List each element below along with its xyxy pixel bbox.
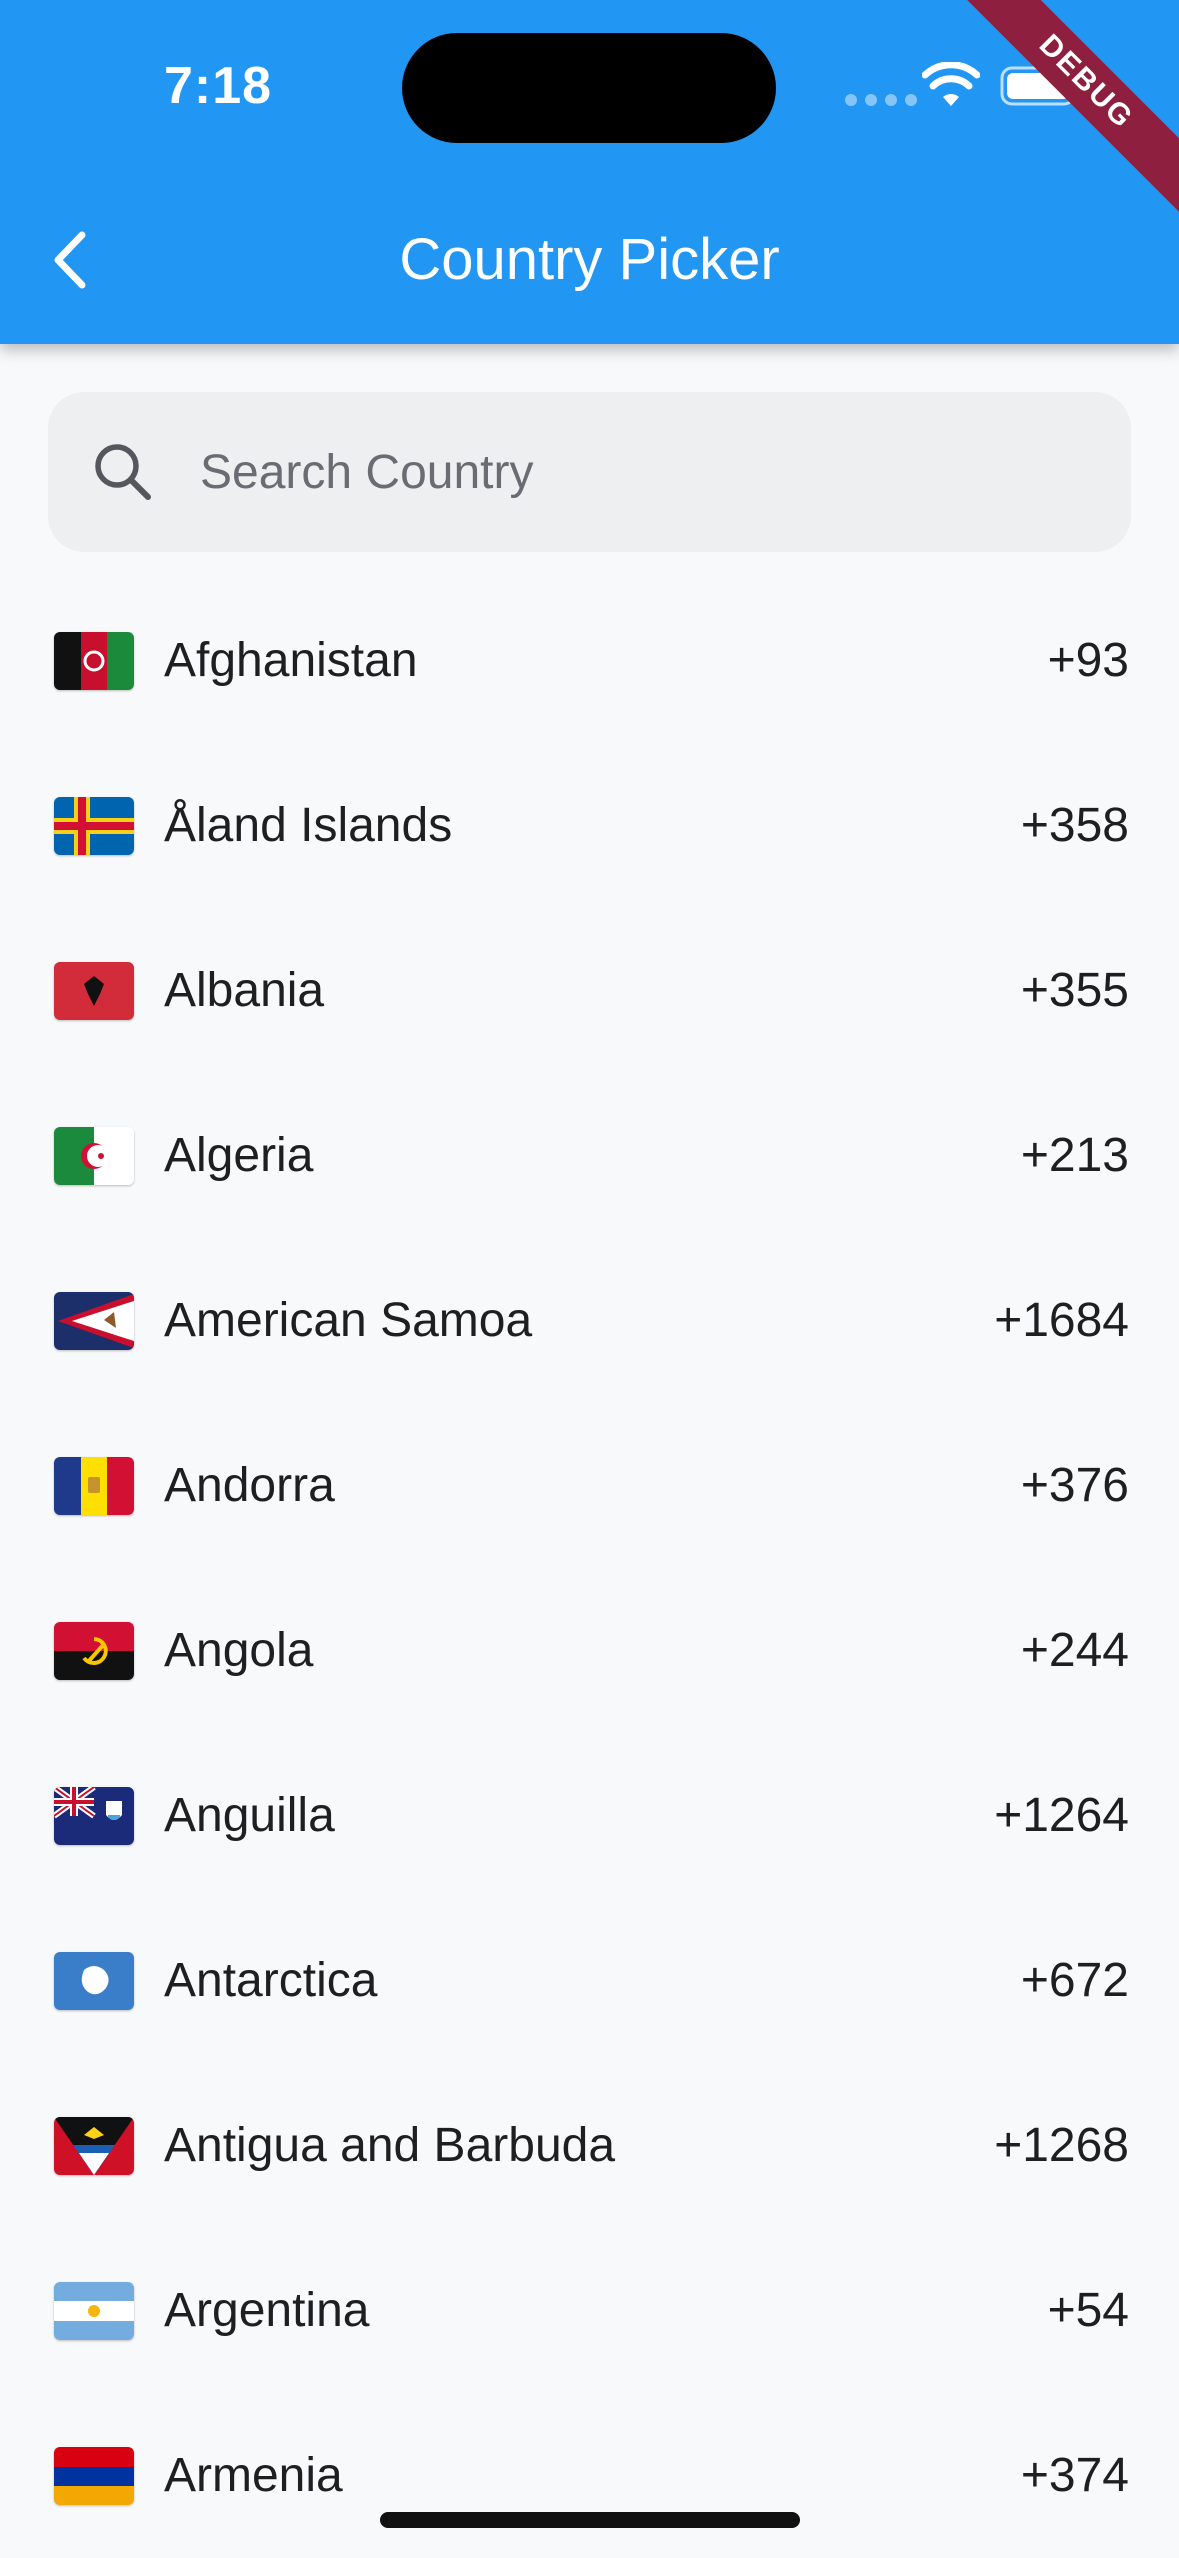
country-row-aland-islands[interactable]: Åland Islands +358 (0, 743, 1179, 908)
country-name: American Samoa (164, 1294, 533, 1347)
dial-code: +1268 (994, 2119, 1129, 2172)
country-name: Andorra (164, 1459, 335, 1512)
page-title: Country Picker (399, 227, 780, 292)
country-row-argentina[interactable]: Argentina +54 (0, 2228, 1179, 2393)
country-row-anguilla[interactable]: Anguilla +1264 (0, 1733, 1179, 1898)
country-name: Afghanistan (164, 634, 418, 687)
country-row-angola[interactable]: Angola +244 (0, 1568, 1179, 1733)
dial-code: +355 (1020, 964, 1129, 1017)
anguilla-flag-icon (54, 1786, 134, 1845)
dial-code: +244 (1020, 1624, 1129, 1677)
country-name: Antarctica (164, 1954, 378, 2007)
country-name: Anguilla (164, 1789, 335, 1842)
dial-code: +672 (1020, 1954, 1129, 2007)
dial-code: +376 (1020, 1459, 1129, 1512)
country-row-albania[interactable]: Albania +355 (0, 908, 1179, 1073)
search-icon (95, 444, 151, 500)
back-button[interactable] (30, 210, 110, 310)
country-list: Afghanistan +93 Åland Islands +358 Alban… (0, 578, 1179, 2558)
algeria-flag-icon (54, 1126, 134, 1185)
country-name: Angola (164, 1624, 314, 1677)
angola-flag-icon (54, 1621, 134, 1680)
search-bar[interactable] (48, 392, 1131, 552)
chevron-left-icon (54, 231, 86, 289)
country-row-afghanistan[interactable]: Afghanistan +93 (0, 578, 1179, 743)
dial-code: +93 (1047, 634, 1129, 687)
debug-banner: DEBUG (936, 0, 1179, 232)
country-row-antigua-and-barbuda[interactable]: Antigua and Barbuda +1268 (0, 2063, 1179, 2228)
antarctica-flag-icon (54, 1951, 134, 2010)
antigua-and-barbuda-flag-icon (54, 2116, 134, 2175)
dial-code: +1684 (994, 1294, 1129, 1347)
country-row-algeria[interactable]: Algeria +213 (0, 1073, 1179, 1238)
country-name: Argentina (164, 2284, 370, 2337)
dial-code: +1264 (994, 1789, 1129, 1842)
afghanistan-flag-icon (54, 631, 134, 690)
albania-flag-icon (54, 961, 134, 1020)
country-row-american-samoa[interactable]: American Samoa +1684 (0, 1238, 1179, 1403)
country-name: Åland Islands (164, 799, 453, 852)
country-name: Armenia (164, 2449, 343, 2502)
country-row-armenia[interactable]: Armenia +374 (0, 2393, 1179, 2558)
dynamic-island (402, 33, 776, 143)
country-row-antarctica[interactable]: Antarctica +672 (0, 1898, 1179, 2063)
armenia-flag-icon (54, 2446, 134, 2505)
cellular-signal-icon (845, 94, 917, 106)
home-indicator[interactable] (380, 2512, 800, 2528)
wifi-icon (922, 62, 980, 106)
app-bar: 7:18 DEBUG Country Picker (0, 0, 1179, 344)
andorra-flag-icon (54, 1456, 134, 1515)
dial-code: +54 (1047, 2284, 1129, 2337)
country-row-andorra[interactable]: Andorra +376 (0, 1403, 1179, 1568)
american-samoa-flag-icon (54, 1291, 134, 1350)
argentina-flag-icon (54, 2281, 134, 2340)
country-name: Albania (164, 964, 325, 1017)
status-time: 7:18 (164, 57, 273, 115)
dial-code: +358 (1020, 799, 1129, 852)
aland-islands-flag-icon (54, 796, 134, 855)
dial-code: +213 (1020, 1129, 1129, 1182)
search-input[interactable] (198, 443, 1082, 501)
dial-code: +374 (1020, 2449, 1129, 2502)
country-name: Algeria (164, 1129, 314, 1182)
country-name: Antigua and Barbuda (164, 2119, 616, 2172)
